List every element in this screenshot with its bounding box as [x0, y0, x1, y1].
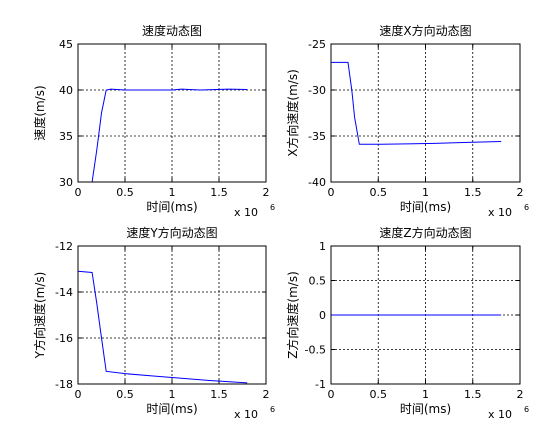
y-tick-label: 0	[319, 309, 326, 322]
x-tick-label: 2	[517, 186, 524, 199]
x-tick-label: 0	[75, 186, 82, 199]
x-tick-label: 1.5	[464, 388, 482, 401]
y-tick-label: -40	[308, 176, 326, 189]
x-tick-label: 2	[263, 186, 270, 199]
chart-title: 速度X方向动态图	[379, 23, 471, 38]
y-tick-label: 0.5	[309, 275, 327, 288]
axes-frame	[77, 245, 267, 385]
y-tick-label: -1	[315, 378, 326, 391]
x-axis-label: 时间(ms)	[400, 200, 451, 214]
y-axis-label: Z方向速度(m/s)	[285, 271, 300, 359]
y-tick-label: -0.5	[305, 344, 326, 357]
x-axis-label: 时间(ms)	[146, 200, 197, 214]
y-tick-label: -14	[55, 286, 73, 299]
x-exponent-power: 6	[524, 203, 529, 212]
chart-title: 速度Y方向动态图	[126, 225, 217, 240]
axes-frame	[330, 245, 521, 385]
x-tick-label: 1	[169, 186, 176, 199]
x-tick-label: 0.5	[370, 186, 388, 199]
x-tick-label: 0	[328, 186, 335, 199]
axes-frame	[330, 43, 521, 183]
x-exponent-power: 6	[524, 405, 529, 414]
x-exponent-power: 6	[270, 203, 275, 212]
y-tick-label: 1	[319, 240, 326, 253]
x-tick-label: 0.5	[370, 388, 388, 401]
y-tick-label: -30	[308, 84, 326, 97]
y-tick-label: -12	[55, 240, 73, 253]
x-tick-label: 1.5	[464, 186, 482, 199]
y-axis-label: Y方向速度(m/s)	[32, 272, 47, 360]
y-tick-label: 40	[59, 84, 73, 97]
y-tick-label: -16	[55, 332, 73, 345]
chart-title: 速度动态图	[142, 23, 202, 38]
x-tick-label: 2	[517, 388, 524, 401]
y-tick-label: 45	[59, 38, 73, 51]
chart-title: 速度Z方向动态图	[379, 225, 471, 240]
x-tick-label: 2	[263, 388, 270, 401]
x-axis-label: 时间(ms)	[400, 402, 451, 416]
x-exponent-base: x 10	[234, 408, 258, 421]
x-axis-label: 时间(ms)	[146, 402, 197, 416]
series-line-1	[331, 61, 502, 145]
series-line-1	[77, 270, 248, 384]
axes-frame	[77, 43, 267, 183]
y-axis-label: 速度(m/s)	[32, 85, 47, 140]
y-tick-label: -35	[308, 130, 326, 143]
x-tick-label: 1	[422, 186, 429, 199]
x-tick-label: 0	[328, 388, 335, 401]
x-exponent-power: 6	[270, 405, 275, 414]
y-tick-label: 30	[59, 176, 73, 189]
y-axis-label: X方向速度(m/s)	[285, 69, 300, 157]
x-exponent-base: x 10	[488, 206, 512, 219]
x-tick-label: 1	[169, 388, 176, 401]
x-exponent-base: x 10	[234, 206, 258, 219]
y-tick-label: -18	[55, 378, 73, 391]
x-tick-label: 0	[75, 388, 82, 401]
x-tick-label: 0.5	[116, 388, 134, 401]
x-exponent-base: x 10	[488, 408, 512, 421]
y-tick-label: -25	[308, 38, 326, 51]
x-tick-label: 1	[422, 388, 429, 401]
series-line-1	[78, 88, 248, 183]
x-tick-label: 1.5	[210, 388, 228, 401]
x-tick-label: 0.5	[116, 186, 134, 199]
y-tick-label: 35	[59, 130, 73, 143]
x-tick-label: 1.5	[210, 186, 228, 199]
